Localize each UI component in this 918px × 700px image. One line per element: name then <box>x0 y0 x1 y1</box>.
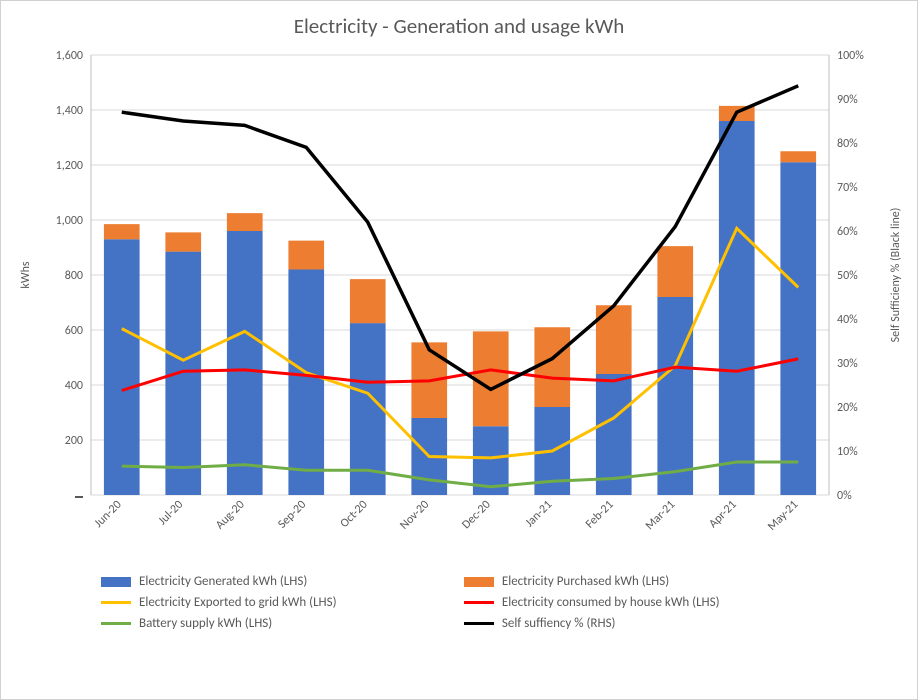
svg-text:40%: 40% <box>837 313 858 327</box>
legend-swatch <box>464 622 494 625</box>
bar-generated <box>227 231 263 495</box>
svg-text:Self Sufficieny % (Black line): Self Sufficieny % (Black line) <box>889 208 903 343</box>
bar-generated <box>288 270 324 496</box>
svg-text:80%: 80% <box>837 137 858 151</box>
legend-swatch <box>464 577 494 587</box>
legend-item-self_suff: Self suffiency % (RHS) <box>464 616 827 631</box>
svg-text:kWhs: kWhs <box>19 261 33 288</box>
svg-text:1,200: 1,200 <box>56 159 83 173</box>
bar-purchased <box>780 151 816 162</box>
legend-label: Electricity Purchased kWh (LHS) <box>502 574 669 589</box>
svg-text:Nov-20: Nov-20 <box>397 498 432 533</box>
chart-frame: Electricity - Generation and usage kWh 2… <box>0 0 918 700</box>
bar-generated <box>165 252 201 495</box>
bar-purchased <box>657 246 693 297</box>
chart-plot-area: 200 400 600 800 1,000 1,200 1,400 1,600 0% 10% 20%… <box>1 45 918 565</box>
svg-text:Jul-20: Jul-20 <box>156 498 186 528</box>
legend-item-consumed: Electricity consumed by house kWh (LHS) <box>464 595 827 610</box>
bar-purchased <box>350 279 386 323</box>
legend-label: Electricity Generated kWh (LHS) <box>139 574 307 589</box>
svg-text:100%: 100% <box>837 49 864 63</box>
svg-text:1,000: 1,000 <box>56 214 83 228</box>
bar-purchased <box>473 331 509 426</box>
bar-purchased <box>165 232 201 251</box>
svg-text:30%: 30% <box>837 357 858 371</box>
legend-item-battery: Battery supply kWh (LHS) <box>101 616 464 631</box>
svg-text:0%: 0% <box>837 489 852 503</box>
svg-text:70%: 70% <box>837 181 858 195</box>
svg-text:20%: 20% <box>837 401 858 415</box>
svg-text:10%: 10% <box>837 445 858 459</box>
svg-text:Dec-20: Dec-20 <box>459 498 493 532</box>
chart-legend: Electricity Generated kWh (LHS) Electrici… <box>1 565 917 640</box>
svg-text:May-21: May-21 <box>765 498 801 534</box>
svg-text:90%: 90% <box>837 93 858 107</box>
legend-swatch <box>464 601 494 604</box>
legend-swatch <box>101 601 131 604</box>
svg-text:Oct-20: Oct-20 <box>338 498 371 531</box>
svg-text:Sep-20: Sep-20 <box>275 498 309 532</box>
svg-text:Jan-21: Jan-21 <box>523 498 555 530</box>
svg-text:50%: 50% <box>837 269 858 283</box>
bar-generated <box>657 297 693 495</box>
svg-text:Aug-20: Aug-20 <box>213 498 247 532</box>
legend-item-exported: Electricity Exported to grid kWh (LHS) <box>101 595 464 610</box>
bar-generated <box>719 121 755 495</box>
svg-text:1,600: 1,600 <box>56 49 83 63</box>
bar-purchased <box>104 224 140 239</box>
line-self_suff <box>122 86 799 390</box>
legend-item-purchased: Electricity Purchased kWh (LHS) <box>464 574 827 589</box>
svg-text:Feb-21: Feb-21 <box>583 498 617 532</box>
svg-text:600: 600 <box>65 324 83 338</box>
legend-label: Battery supply kWh (LHS) <box>139 616 272 631</box>
svg-text:400: 400 <box>65 379 83 393</box>
legend-swatch <box>101 622 131 625</box>
bar-generated <box>780 162 816 495</box>
bar-generated <box>104 239 140 495</box>
bar-purchased <box>534 327 570 407</box>
legend-label: Electricity Exported to grid kWh (LHS) <box>139 595 337 610</box>
line-exported <box>122 228 799 458</box>
svg-text:200: 200 <box>65 434 83 448</box>
svg-text:800: 800 <box>65 269 83 283</box>
line-consumed <box>122 359 799 391</box>
line-battery <box>122 462 799 487</box>
legend-label: Self suffiency % (RHS) <box>502 616 616 631</box>
legend-label: Electricity consumed by house kWh (LHS) <box>502 595 720 610</box>
legend-swatch <box>101 577 131 587</box>
legend-item-generated: Electricity Generated kWh (LHS) <box>101 574 464 589</box>
svg-text:Mar-21: Mar-21 <box>643 498 678 533</box>
bar-purchased <box>288 241 324 270</box>
chart-title: Electricity - Generation and usage kWh <box>1 1 917 45</box>
svg-text:Apr-21: Apr-21 <box>706 498 739 531</box>
svg-text:1,400: 1,400 <box>56 104 83 118</box>
svg-text:60%: 60% <box>837 225 858 239</box>
bar-purchased <box>227 213 263 231</box>
svg-text:Jun-20: Jun-20 <box>92 498 125 531</box>
